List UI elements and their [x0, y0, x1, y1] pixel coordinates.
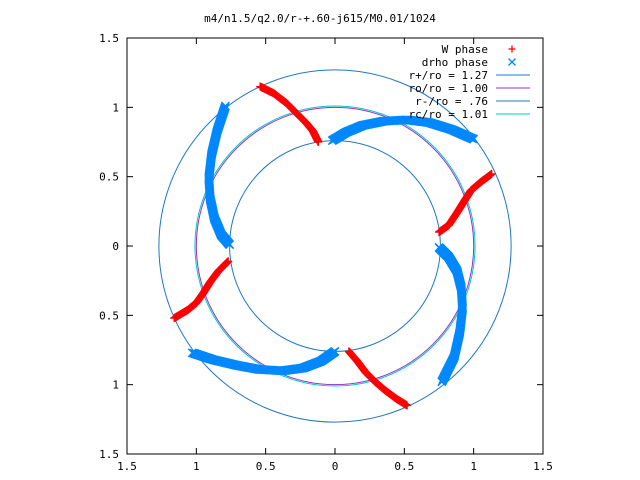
x-tick-label: 0.5	[394, 460, 414, 473]
y-tick-label: 1.5	[99, 32, 119, 45]
circle-2	[229, 140, 441, 352]
x-tick-label: 0.5	[256, 460, 276, 473]
legend-label: rc/ro = 1.01	[409, 108, 488, 121]
drho-phase-point-3	[220, 101, 230, 111]
w-phase-point-0	[314, 138, 323, 146]
legend-label: ro/ro = 1.00	[409, 82, 488, 95]
legend-label: r-/ro = .76	[415, 95, 488, 108]
x-tick-label: 0	[332, 460, 339, 473]
x-tick-label: 1	[193, 460, 200, 473]
w-phase-point-2	[403, 401, 412, 410]
y-tick-label: 1.5	[99, 448, 119, 461]
legend-label: W phase	[442, 43, 488, 56]
w-phase-point-3	[170, 314, 179, 323]
y-tick-label: 0	[112, 240, 119, 253]
y-tick-label: 1	[112, 101, 119, 114]
y-tick-label: 1	[112, 379, 119, 392]
y-tick-label: 0.5	[99, 171, 119, 184]
circle-3	[194, 105, 476, 387]
drho-phase-point-1	[437, 377, 447, 387]
legend-marker	[508, 58, 516, 66]
circle-1	[195, 106, 475, 386]
y-tick-label: 0.5	[99, 309, 119, 322]
x-tick-label: 1	[470, 460, 477, 473]
chart-title: m4/n1.5/q2.0/r-+.60-j615/M0.01/1024	[204, 12, 436, 25]
w-phase-point-1	[487, 169, 496, 178]
drho-phase-point-2	[187, 348, 197, 358]
legend-label: drho phase	[422, 56, 488, 69]
x-tick-label: 1.5	[117, 460, 137, 473]
circle-0	[158, 69, 512, 423]
x-tick-label: 1.5	[533, 460, 553, 473]
drho-phase-point-0	[469, 134, 479, 144]
legend-label: r+/ro = 1.27	[409, 69, 488, 82]
legend-marker	[508, 45, 516, 53]
